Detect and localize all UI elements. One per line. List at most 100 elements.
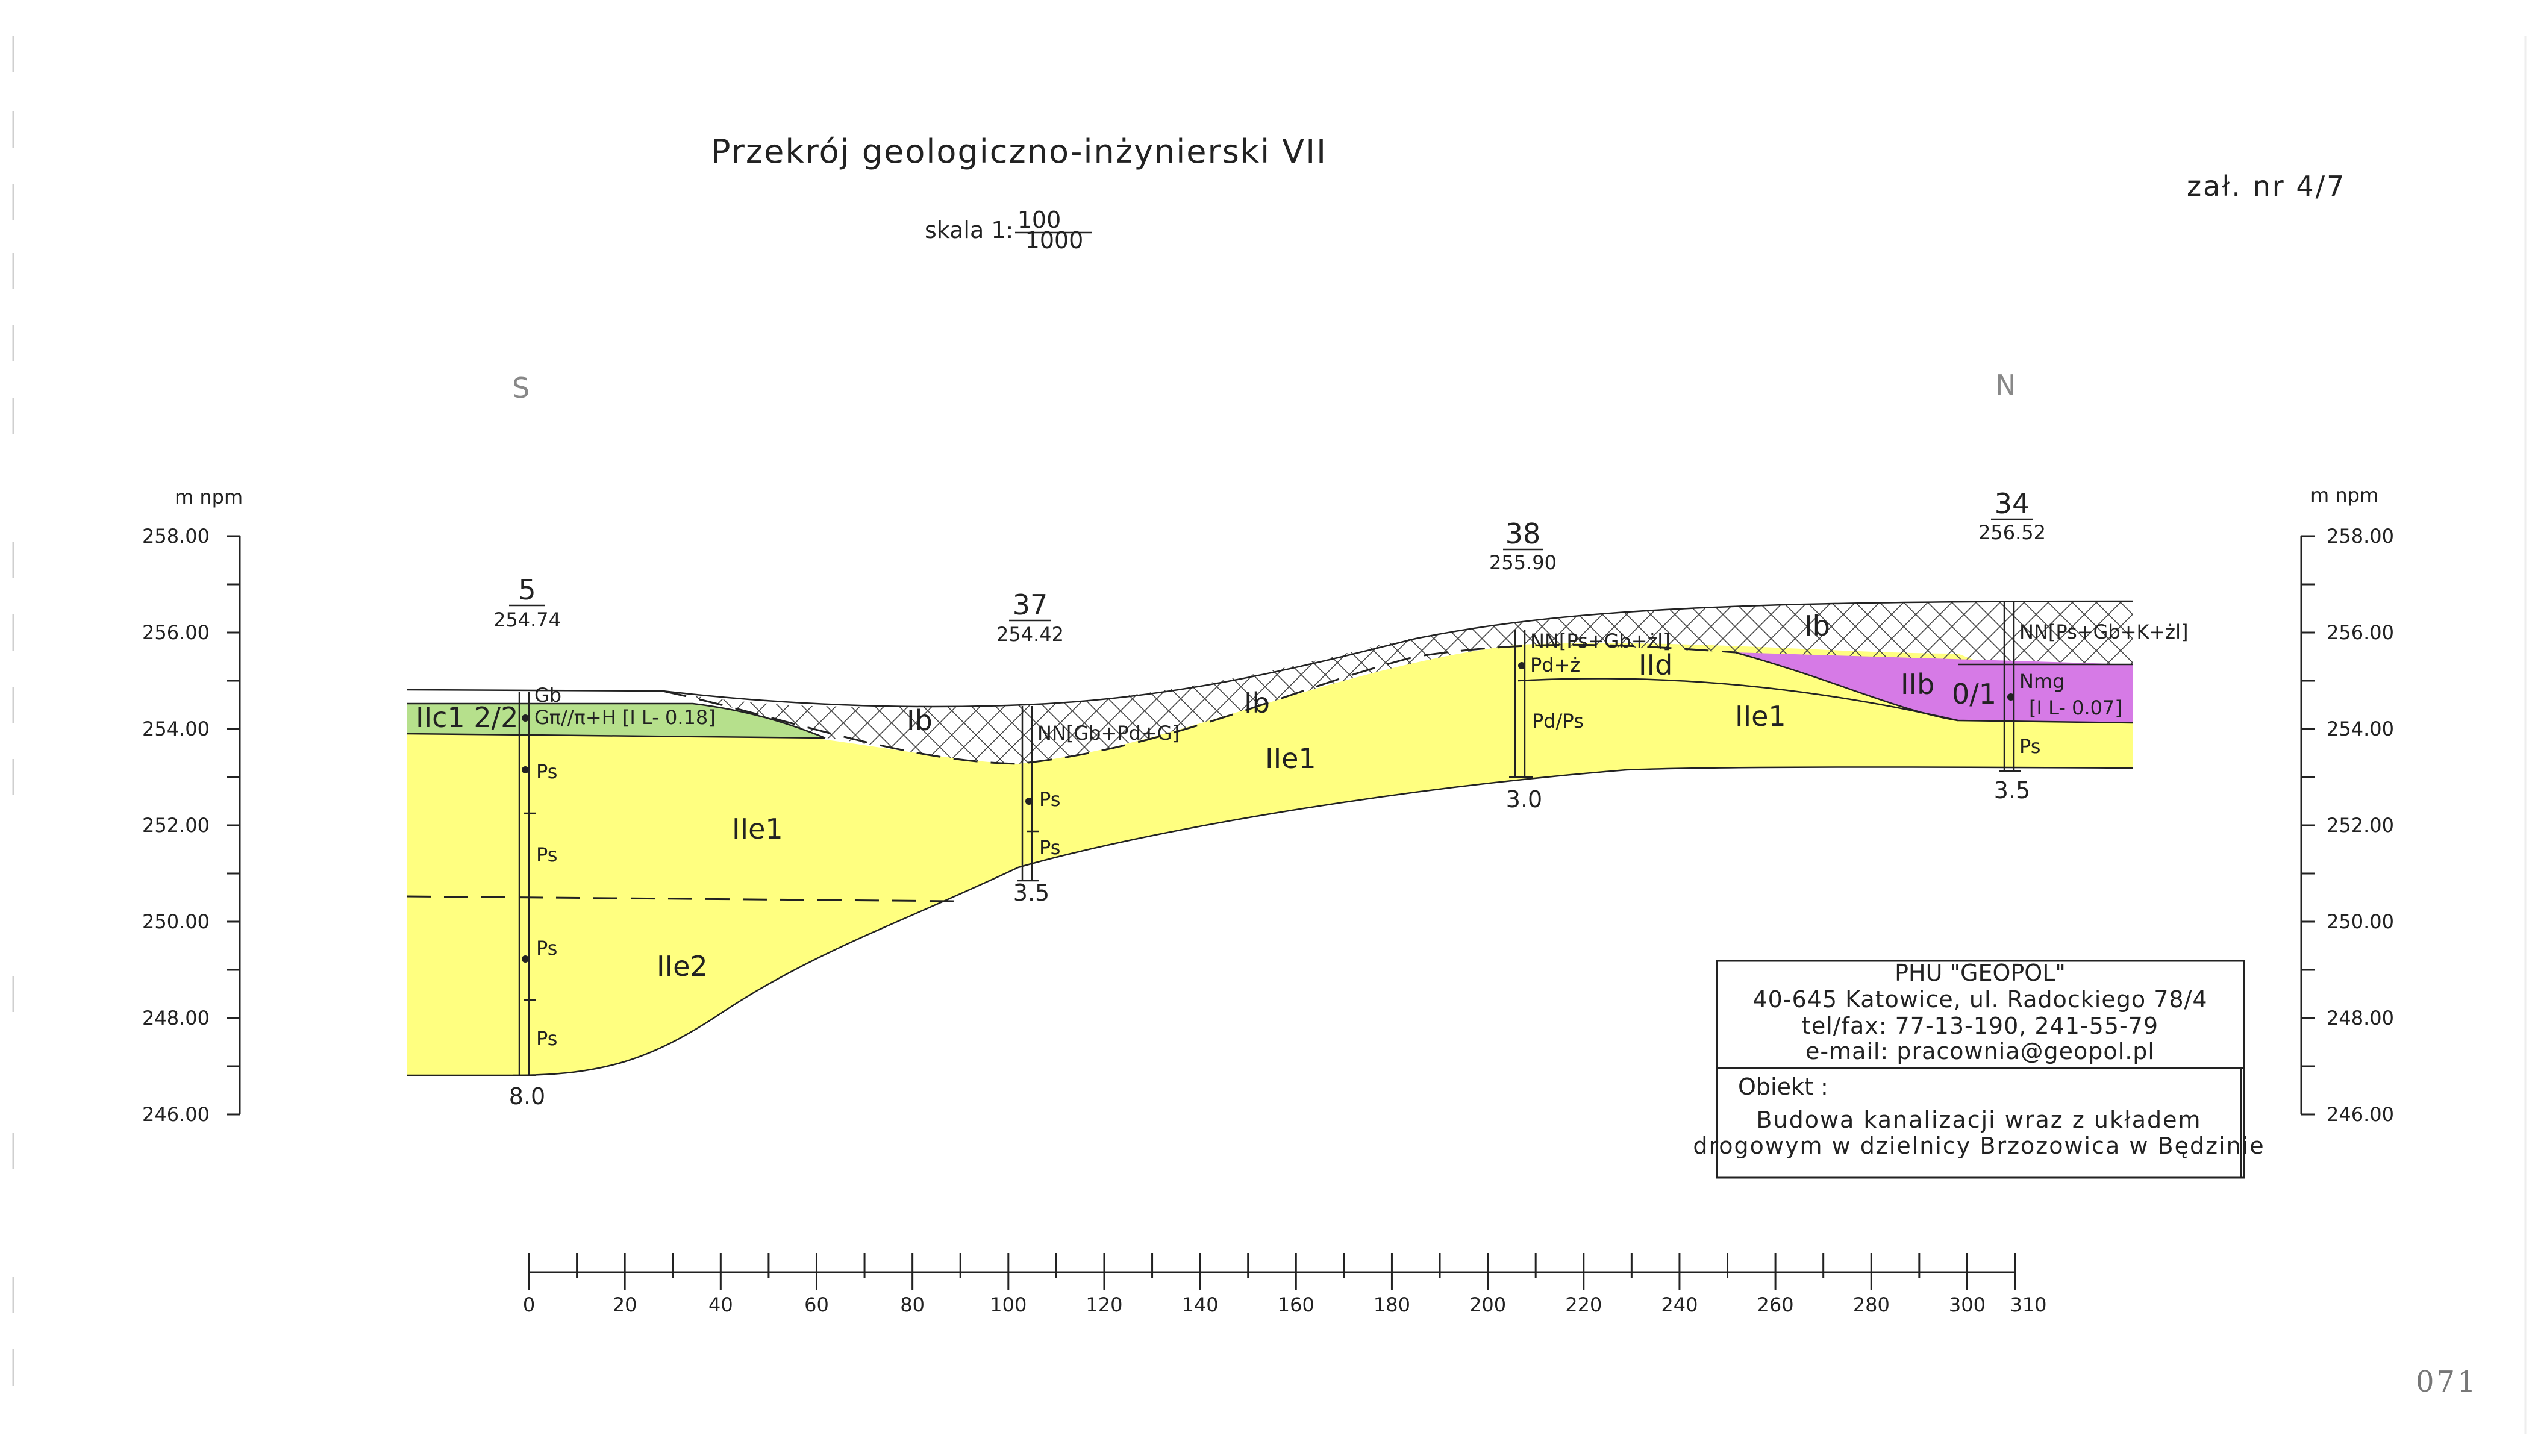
sample-label: Ps (536, 1027, 557, 1050)
layer-IIe-sand (407, 643, 2133, 1075)
borehole-note: NN[Ps+Gb+K+żl] (2019, 620, 2188, 643)
distance-tick-label: 40 (708, 1293, 733, 1316)
distance-tick-label: 60 (804, 1293, 829, 1316)
borehole-elevation: 256.52 (1978, 521, 2046, 544)
distance-tick-label: 260 (1757, 1293, 1794, 1316)
company-phone: tel/fax: 77-13-190, 241-55-79 (1802, 1013, 2158, 1039)
company-address: 40-645 Katowice, ul. Radockiego 78/4 (1752, 986, 2207, 1013)
distance-tick-label: 100 (990, 1293, 1027, 1316)
right-axis-unit: m npm (2310, 484, 2378, 507)
layer-label-IIb-state: 0/1 (1952, 678, 1996, 710)
borehole-elevation: 254.74 (493, 608, 561, 631)
direction-south: S (512, 372, 530, 404)
borehole-top-label: Gb (534, 684, 561, 707)
borehole-depth: 8.0 (509, 1083, 545, 1110)
layer-label-IIe1-1: IIe1 (732, 813, 783, 845)
sample-label: Nmg (2019, 670, 2064, 693)
scale-numerator: 100 (1017, 207, 1061, 233)
borehole-elevation: 255.90 (1489, 551, 1557, 574)
borehole-5: 5 254.74 Gb Gπ//π+H [I L- 0.18] Ps Ps Ps… (493, 573, 716, 1110)
elevation-tick-label: 246.00 (142, 1103, 210, 1126)
sample-label: Ps (536, 843, 557, 866)
borehole-note: NN[Ps+Gb+żl] (1530, 630, 1671, 652)
left-axis-unit: m npm (175, 486, 243, 508)
borehole-number: 34 (1995, 487, 2030, 520)
distance-tick-label: 0 (523, 1293, 535, 1316)
title-block: PHU "GEOPOL" 40-645 Katowice, ul. Radock… (1693, 960, 2265, 1179)
borehole-note: NN[Gb+Pd+G] (1037, 722, 1180, 745)
layer-label-IIe2: IIe2 (657, 950, 708, 983)
layer-IIb-clay (1735, 652, 2133, 723)
elevation-tick-label: 250.00 (142, 910, 210, 933)
sample-label: Ps (1039, 788, 1060, 811)
elevation-tick-label: 254.00 (2327, 717, 2394, 740)
elevation-tick-label: 252.00 (2327, 814, 2394, 837)
distance-scale: 0 20 40 60 80 100 120 140 160 180 200 220 240 260 280 3… (523, 1253, 2047, 1316)
distance-tick-label: 300 (1949, 1293, 1986, 1316)
layer-IIc1-clay (407, 704, 825, 738)
distance-tick-label: 80 (900, 1293, 925, 1316)
sample-label: Pd/Ps (1532, 710, 1584, 733)
elevation-tick-label: 246.00 (2327, 1103, 2394, 1126)
borehole-number: 38 (1505, 517, 1541, 550)
layer-Ib-fill (663, 601, 2133, 764)
borehole-elevation: 254.42 (996, 623, 1064, 646)
object-label: Obiekt : (1738, 1073, 1828, 1100)
elevation-tick-label: 256.00 (2327, 621, 2394, 644)
company-name: PHU "GEOPOL" (1895, 960, 2066, 986)
borehole-clay-label: Gπ//π+H [I L- 0.18] (534, 706, 716, 729)
left-elevation-axis: m npm 258.00 256.00 254.00 252.00 250.00 248.… (142, 486, 243, 1126)
elevation-tick-label: 258.00 (142, 525, 210, 548)
borehole-38: 38 255.90 NN[Ps+Gb+żl] Pd+ż Pd/Ps 3.0 (1489, 517, 1671, 813)
sample-label: Pd+ż (1530, 654, 1580, 676)
scale-denominator: 1000 (1025, 227, 1084, 254)
borehole-37: 37 254.42 NN[Gb+Pd+G] Ps Ps 3.5 (996, 589, 1180, 906)
distance-tick-label: 120 (1086, 1293, 1122, 1316)
distance-tick-label: 160 (1278, 1293, 1314, 1316)
layer-label-IIc1: IIc1 2/2 (416, 701, 518, 734)
attachment-number: zał. nr 4/7 (2187, 170, 2346, 202)
elevation-tick-label: 254.00 (142, 717, 210, 740)
distance-tick-label: 280 (1853, 1293, 1890, 1316)
scale-prefix: skala 1: (925, 217, 1013, 243)
layer-label-IId: IId (1639, 649, 1672, 681)
right-elevation-axis: m npm 258.00 256.00 254.00 252.00 250.00 248.… (2300, 484, 2394, 1126)
elevation-tick-label: 248.00 (2327, 1007, 2394, 1030)
borehole-depth: 3.5 (1994, 777, 2030, 804)
borehole-depth: 3.5 (1013, 880, 1049, 906)
page-number: 071 (2416, 1365, 2478, 1399)
layer-label-Ib-1: Ib (907, 704, 933, 737)
layer-label-Ib-2: Ib (1244, 687, 1270, 719)
drawing-title: Przekrój geologiczno-inżynierski VII (711, 133, 1327, 170)
distance-tick-label: 180 (1374, 1293, 1410, 1316)
sample-label: Ps (2019, 735, 2040, 758)
scan-edge-marks (12, 36, 2527, 1434)
object-line-1: Budowa kanalizacji wraz z układem (1756, 1107, 2201, 1133)
elevation-tick-label: 250.00 (2327, 910, 2394, 933)
company-email: e-mail: pracownia@geopol.pl (1805, 1038, 2155, 1064)
borehole-depth: 3.0 (1506, 786, 1542, 813)
distance-tick-label: 140 (1182, 1293, 1219, 1316)
sample-label: Ps (536, 760, 557, 783)
distance-tick-label: 20 (613, 1293, 637, 1316)
layer-label-IIe1-2: IIe1 (1265, 742, 1316, 775)
borehole-number: 37 (1013, 589, 1048, 621)
layer-label-IIb: IIb (1901, 668, 1934, 701)
direction-north: N (1995, 369, 2016, 401)
layer-label-IIe1-3: IIe1 (1735, 700, 1786, 733)
elevation-tick-label: 248.00 (142, 1007, 210, 1030)
borehole-number: 5 (518, 573, 536, 606)
layer-label-Ib-3: Ib (1804, 610, 1830, 642)
distance-tick-label: 240 (1661, 1293, 1698, 1316)
sample-label: Ps (1039, 836, 1060, 859)
distance-tick-label: 310 (2010, 1293, 2046, 1316)
distance-tick-label: 220 (1565, 1293, 1602, 1316)
elevation-tick-label: 258.00 (2327, 525, 2394, 548)
geological-layers (406, 600, 2133, 1076)
elevation-tick-label: 256.00 (142, 621, 210, 644)
sample-label: Ps (536, 937, 557, 960)
object-line-2: drogowym w dzielnicy Brzozowica w Będzin… (1693, 1133, 2265, 1159)
distance-tick-label: 200 (1469, 1293, 1506, 1316)
